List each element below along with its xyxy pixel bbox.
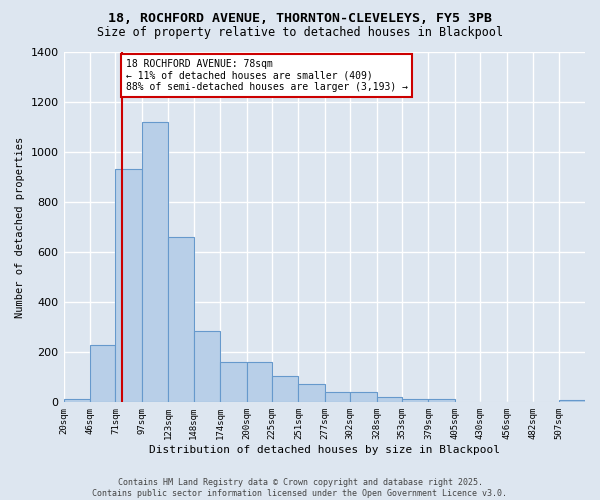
Bar xyxy=(64,398,90,402)
Bar xyxy=(115,170,142,402)
X-axis label: Distribution of detached houses by size in Blackpool: Distribution of detached houses by size … xyxy=(149,445,500,455)
Bar xyxy=(350,392,377,402)
Bar xyxy=(428,398,455,402)
Text: Contains HM Land Registry data © Crown copyright and database right 2025.
Contai: Contains HM Land Registry data © Crown c… xyxy=(92,478,508,498)
Bar xyxy=(142,122,168,402)
Bar xyxy=(194,331,220,402)
Bar xyxy=(220,362,247,403)
Bar xyxy=(377,398,402,402)
Y-axis label: Number of detached properties: Number of detached properties xyxy=(15,136,25,318)
Bar xyxy=(402,398,428,402)
Bar xyxy=(247,362,272,403)
Bar xyxy=(90,345,115,403)
Bar xyxy=(168,238,194,402)
Bar xyxy=(559,400,585,402)
Text: 18, ROCHFORD AVENUE, THORNTON-CLEVELEYS, FY5 3PB: 18, ROCHFORD AVENUE, THORNTON-CLEVELEYS,… xyxy=(108,12,492,26)
Bar xyxy=(272,376,298,402)
Bar xyxy=(325,392,350,402)
Bar xyxy=(298,384,325,402)
Text: 18 ROCHFORD AVENUE: 78sqm
← 11% of detached houses are smaller (409)
88% of semi: 18 ROCHFORD AVENUE: 78sqm ← 11% of detac… xyxy=(125,59,407,92)
Text: Size of property relative to detached houses in Blackpool: Size of property relative to detached ho… xyxy=(97,26,503,39)
